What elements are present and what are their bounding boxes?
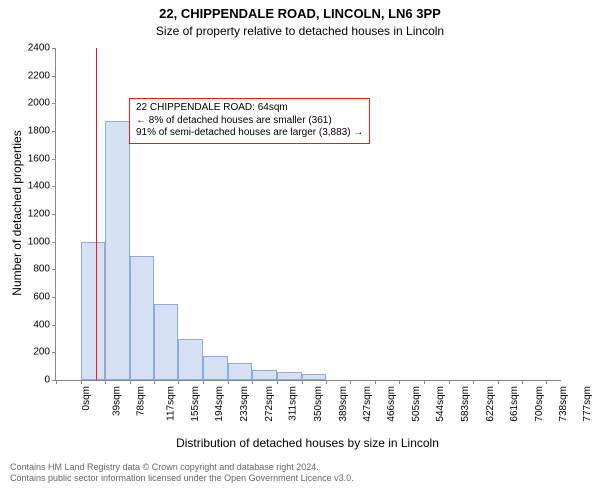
y-tick-mark	[52, 352, 56, 353]
y-tick-mark	[52, 76, 56, 77]
info-box: 22 CHIPPENDALE ROAD: 64sqm ← 8% of detac…	[129, 98, 370, 144]
x-tick-label: 389sqm	[338, 380, 349, 422]
infobox-line-2: ← 8% of detached houses are smaller (361…	[136, 115, 363, 128]
x-tick-label: 583sqm	[460, 380, 471, 422]
x-tick-mark	[252, 380, 253, 384]
x-tick-label: 311sqm	[288, 380, 299, 421]
x-tick-label: 0sqm	[81, 380, 92, 410]
x-tick-mark	[449, 380, 450, 384]
x-tick-label: 505sqm	[411, 380, 422, 422]
x-tick-label: 350sqm	[313, 380, 324, 422]
footer-line-2: Contains public sector information licen…	[10, 473, 590, 484]
x-tick-label: 233sqm	[239, 380, 250, 422]
x-tick-mark	[399, 380, 400, 384]
x-tick-label: 738sqm	[558, 380, 569, 422]
x-axis-label: Distribution of detached houses by size …	[55, 436, 560, 450]
x-tick-mark	[154, 380, 155, 384]
histogram-bar	[203, 356, 228, 380]
x-tick-mark	[178, 380, 179, 384]
histogram-bar	[154, 304, 179, 380]
histogram-bar	[130, 256, 155, 381]
histogram-bar	[228, 363, 253, 380]
x-tick-mark	[326, 380, 327, 384]
infobox-line-1: 22 CHIPPENDALE ROAD: 64sqm	[136, 102, 363, 115]
x-tick-mark	[203, 380, 204, 384]
y-tick-mark	[52, 269, 56, 270]
property-marker-line	[96, 48, 97, 380]
footer-line-1: Contains HM Land Registry data © Crown c…	[10, 462, 590, 473]
x-tick-label: 466sqm	[386, 380, 397, 422]
histogram-bar	[105, 121, 130, 380]
x-tick-label: 117sqm	[165, 380, 176, 421]
histogram-bar	[277, 372, 302, 380]
x-tick-label: 777sqm	[583, 380, 594, 422]
y-tick-mark	[52, 325, 56, 326]
x-tick-mark	[81, 380, 82, 384]
x-tick-label: 661sqm	[509, 380, 520, 422]
x-tick-label: 155sqm	[190, 380, 201, 422]
y-tick-mark	[52, 214, 56, 215]
x-tick-label: 272sqm	[264, 380, 275, 422]
x-tick-mark	[130, 380, 131, 384]
x-tick-label: 39sqm	[111, 380, 122, 416]
y-tick-mark	[52, 297, 56, 298]
x-tick-label: 544sqm	[435, 380, 446, 422]
x-tick-mark	[546, 380, 547, 384]
page-subtitle: Size of property relative to detached ho…	[0, 24, 600, 38]
x-tick-label: 622sqm	[485, 380, 496, 422]
x-tick-label: 427sqm	[362, 380, 373, 422]
x-tick-mark	[473, 380, 474, 384]
x-tick-label: 194sqm	[215, 380, 226, 422]
y-tick-mark	[52, 131, 56, 132]
footer-attribution: Contains HM Land Registry data © Crown c…	[0, 462, 600, 485]
x-tick-mark	[498, 380, 499, 384]
x-tick-mark	[522, 380, 523, 384]
y-tick-mark	[52, 186, 56, 187]
y-tick-mark	[52, 103, 56, 104]
x-tick-mark	[228, 380, 229, 384]
infobox-line-3: 91% of semi-detached houses are larger (…	[136, 127, 363, 140]
x-tick-mark	[302, 380, 303, 384]
plot-area: 0200400600800100012001400160018002000220…	[55, 48, 561, 381]
y-tick-mark	[52, 159, 56, 160]
histogram-bar	[252, 370, 277, 380]
x-tick-mark	[56, 380, 57, 384]
y-tick-mark	[52, 242, 56, 243]
y-axis-label: Number of detached properties	[10, 47, 24, 379]
x-tick-mark	[350, 380, 351, 384]
x-tick-mark	[277, 380, 278, 384]
histogram-bar	[302, 374, 327, 380]
x-tick-mark	[375, 380, 376, 384]
chart-container: 22, CHIPPENDALE ROAD, LINCOLN, LN6 3PP S…	[0, 0, 600, 500]
x-tick-mark	[424, 380, 425, 384]
x-tick-mark	[105, 380, 106, 384]
page-title: 22, CHIPPENDALE ROAD, LINCOLN, LN6 3PP	[0, 6, 600, 21]
x-tick-label: 700sqm	[534, 380, 545, 422]
histogram-bar	[81, 242, 106, 380]
x-tick-label: 78sqm	[136, 380, 147, 416]
y-tick-mark	[52, 48, 56, 49]
histogram-bar	[178, 339, 203, 381]
